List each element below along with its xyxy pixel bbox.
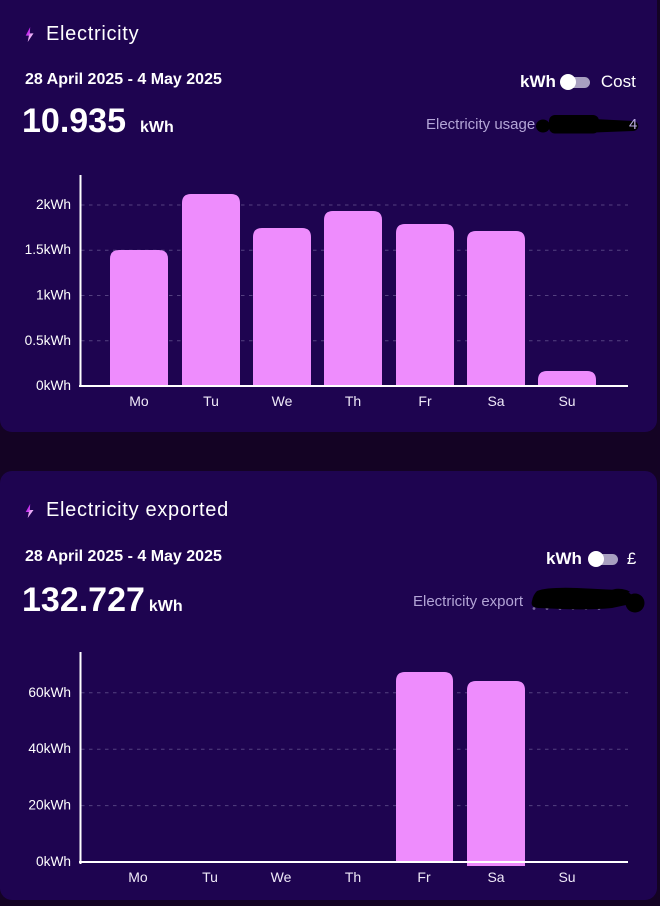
svg-text:Fr: Fr — [418, 393, 432, 409]
svg-text:Su: Su — [558, 393, 575, 409]
svg-text:We: We — [271, 869, 292, 885]
svg-text:1.5kWh: 1.5kWh — [25, 242, 71, 257]
svg-text:0kWh: 0kWh — [36, 854, 71, 869]
svg-text:0.5kWh: 0.5kWh — [25, 333, 71, 348]
svg-text:Tu: Tu — [203, 393, 219, 409]
svg-text:Tu: Tu — [202, 869, 218, 885]
svg-text:Sa: Sa — [487, 393, 504, 409]
svg-text:1kWh: 1kWh — [36, 288, 71, 303]
svg-text:We: We — [272, 393, 293, 409]
svg-text:Mo: Mo — [129, 393, 149, 409]
svg-text:Th: Th — [345, 869, 361, 885]
svg-text:40kWh: 40kWh — [28, 741, 71, 756]
svg-text:60kWh: 60kWh — [28, 685, 71, 700]
svg-text:Mo: Mo — [128, 869, 148, 885]
svg-text:Fr: Fr — [417, 869, 431, 885]
svg-text:Su: Su — [558, 869, 575, 885]
svg-text:Th: Th — [345, 393, 361, 409]
svg-text:0kWh: 0kWh — [36, 378, 71, 393]
svg-text:2kWh: 2kWh — [36, 197, 71, 212]
svg-text:20kWh: 20kWh — [28, 798, 71, 813]
svg-text:Sa: Sa — [487, 869, 504, 885]
